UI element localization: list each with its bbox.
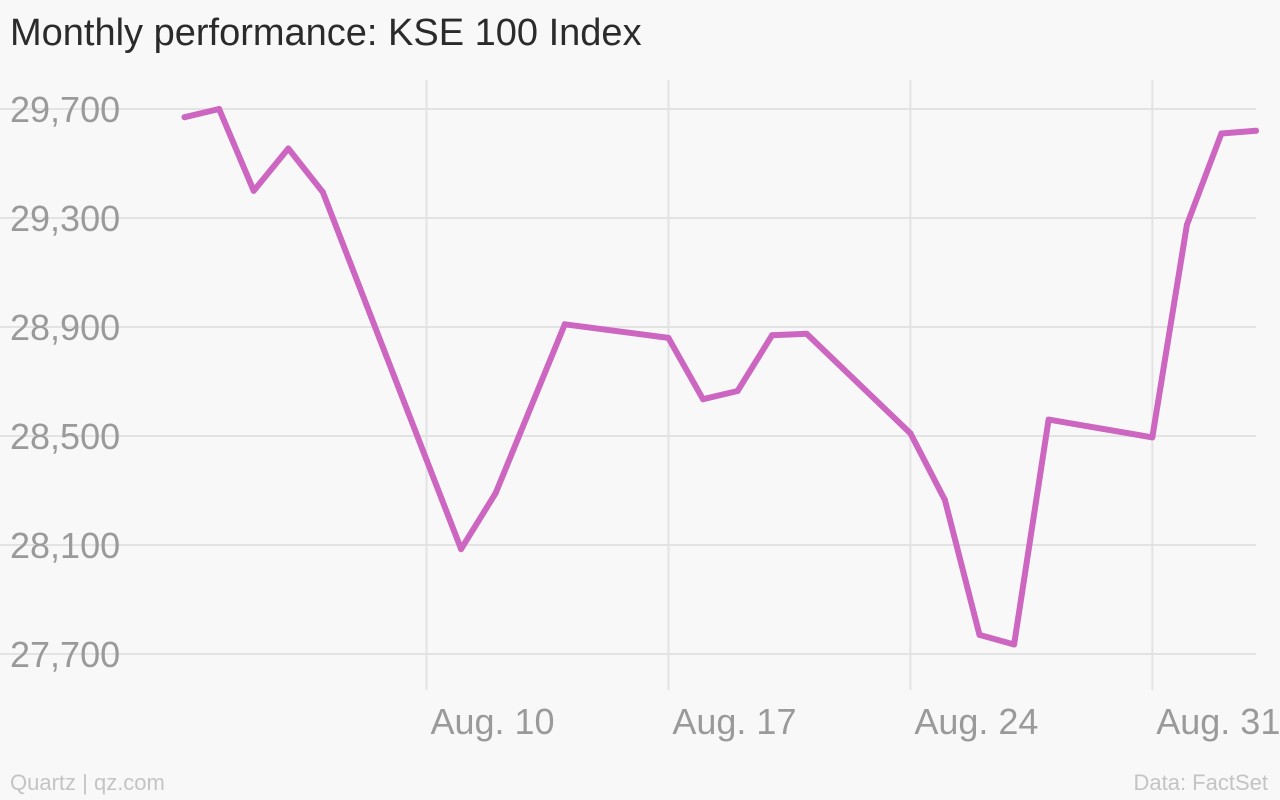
chart-title: Monthly performance: KSE 100 Index: [10, 12, 642, 54]
y-tick-label: 28,500: [10, 416, 120, 457]
data-point: [250, 187, 257, 194]
x-tick-label: Aug. 10: [430, 701, 554, 742]
data-point: [700, 396, 706, 403]
data-point: [181, 114, 188, 121]
y-tick-label: 28,900: [10, 307, 120, 348]
data-point: [1253, 127, 1259, 134]
x-tick-label: Aug. 24: [914, 701, 1038, 742]
data-point: [769, 332, 776, 339]
data-point: [665, 334, 672, 341]
footer-credit: Quartz | qz.com: [10, 770, 165, 795]
data-point: [285, 145, 292, 152]
data-point: [1045, 416, 1052, 423]
data-point: [561, 321, 568, 328]
data-point: [492, 490, 499, 497]
data-point: [803, 330, 810, 337]
y-tick-label: 29,300: [10, 198, 120, 239]
data-point: [941, 497, 948, 504]
data-point: [1218, 130, 1225, 137]
y-tick-label: 28,100: [10, 525, 120, 566]
data-point: [907, 430, 914, 437]
data-point: [734, 388, 741, 395]
data-point: [1183, 221, 1190, 228]
data-point: [1149, 434, 1156, 441]
y-tick-label: 27,700: [10, 634, 120, 675]
data-point: [319, 189, 326, 196]
series-line: [181, 106, 1259, 648]
y-tick-label: 29,700: [10, 89, 120, 130]
x-tick-label: Aug. 31: [1156, 701, 1280, 742]
data-point: [458, 546, 465, 553]
x-tick-label: Aug. 17: [672, 701, 796, 742]
data-point: [976, 631, 983, 638]
data-point: [1011, 641, 1018, 648]
footer-data-source: Data: FactSet: [1133, 770, 1268, 795]
data-point: [216, 106, 223, 112]
